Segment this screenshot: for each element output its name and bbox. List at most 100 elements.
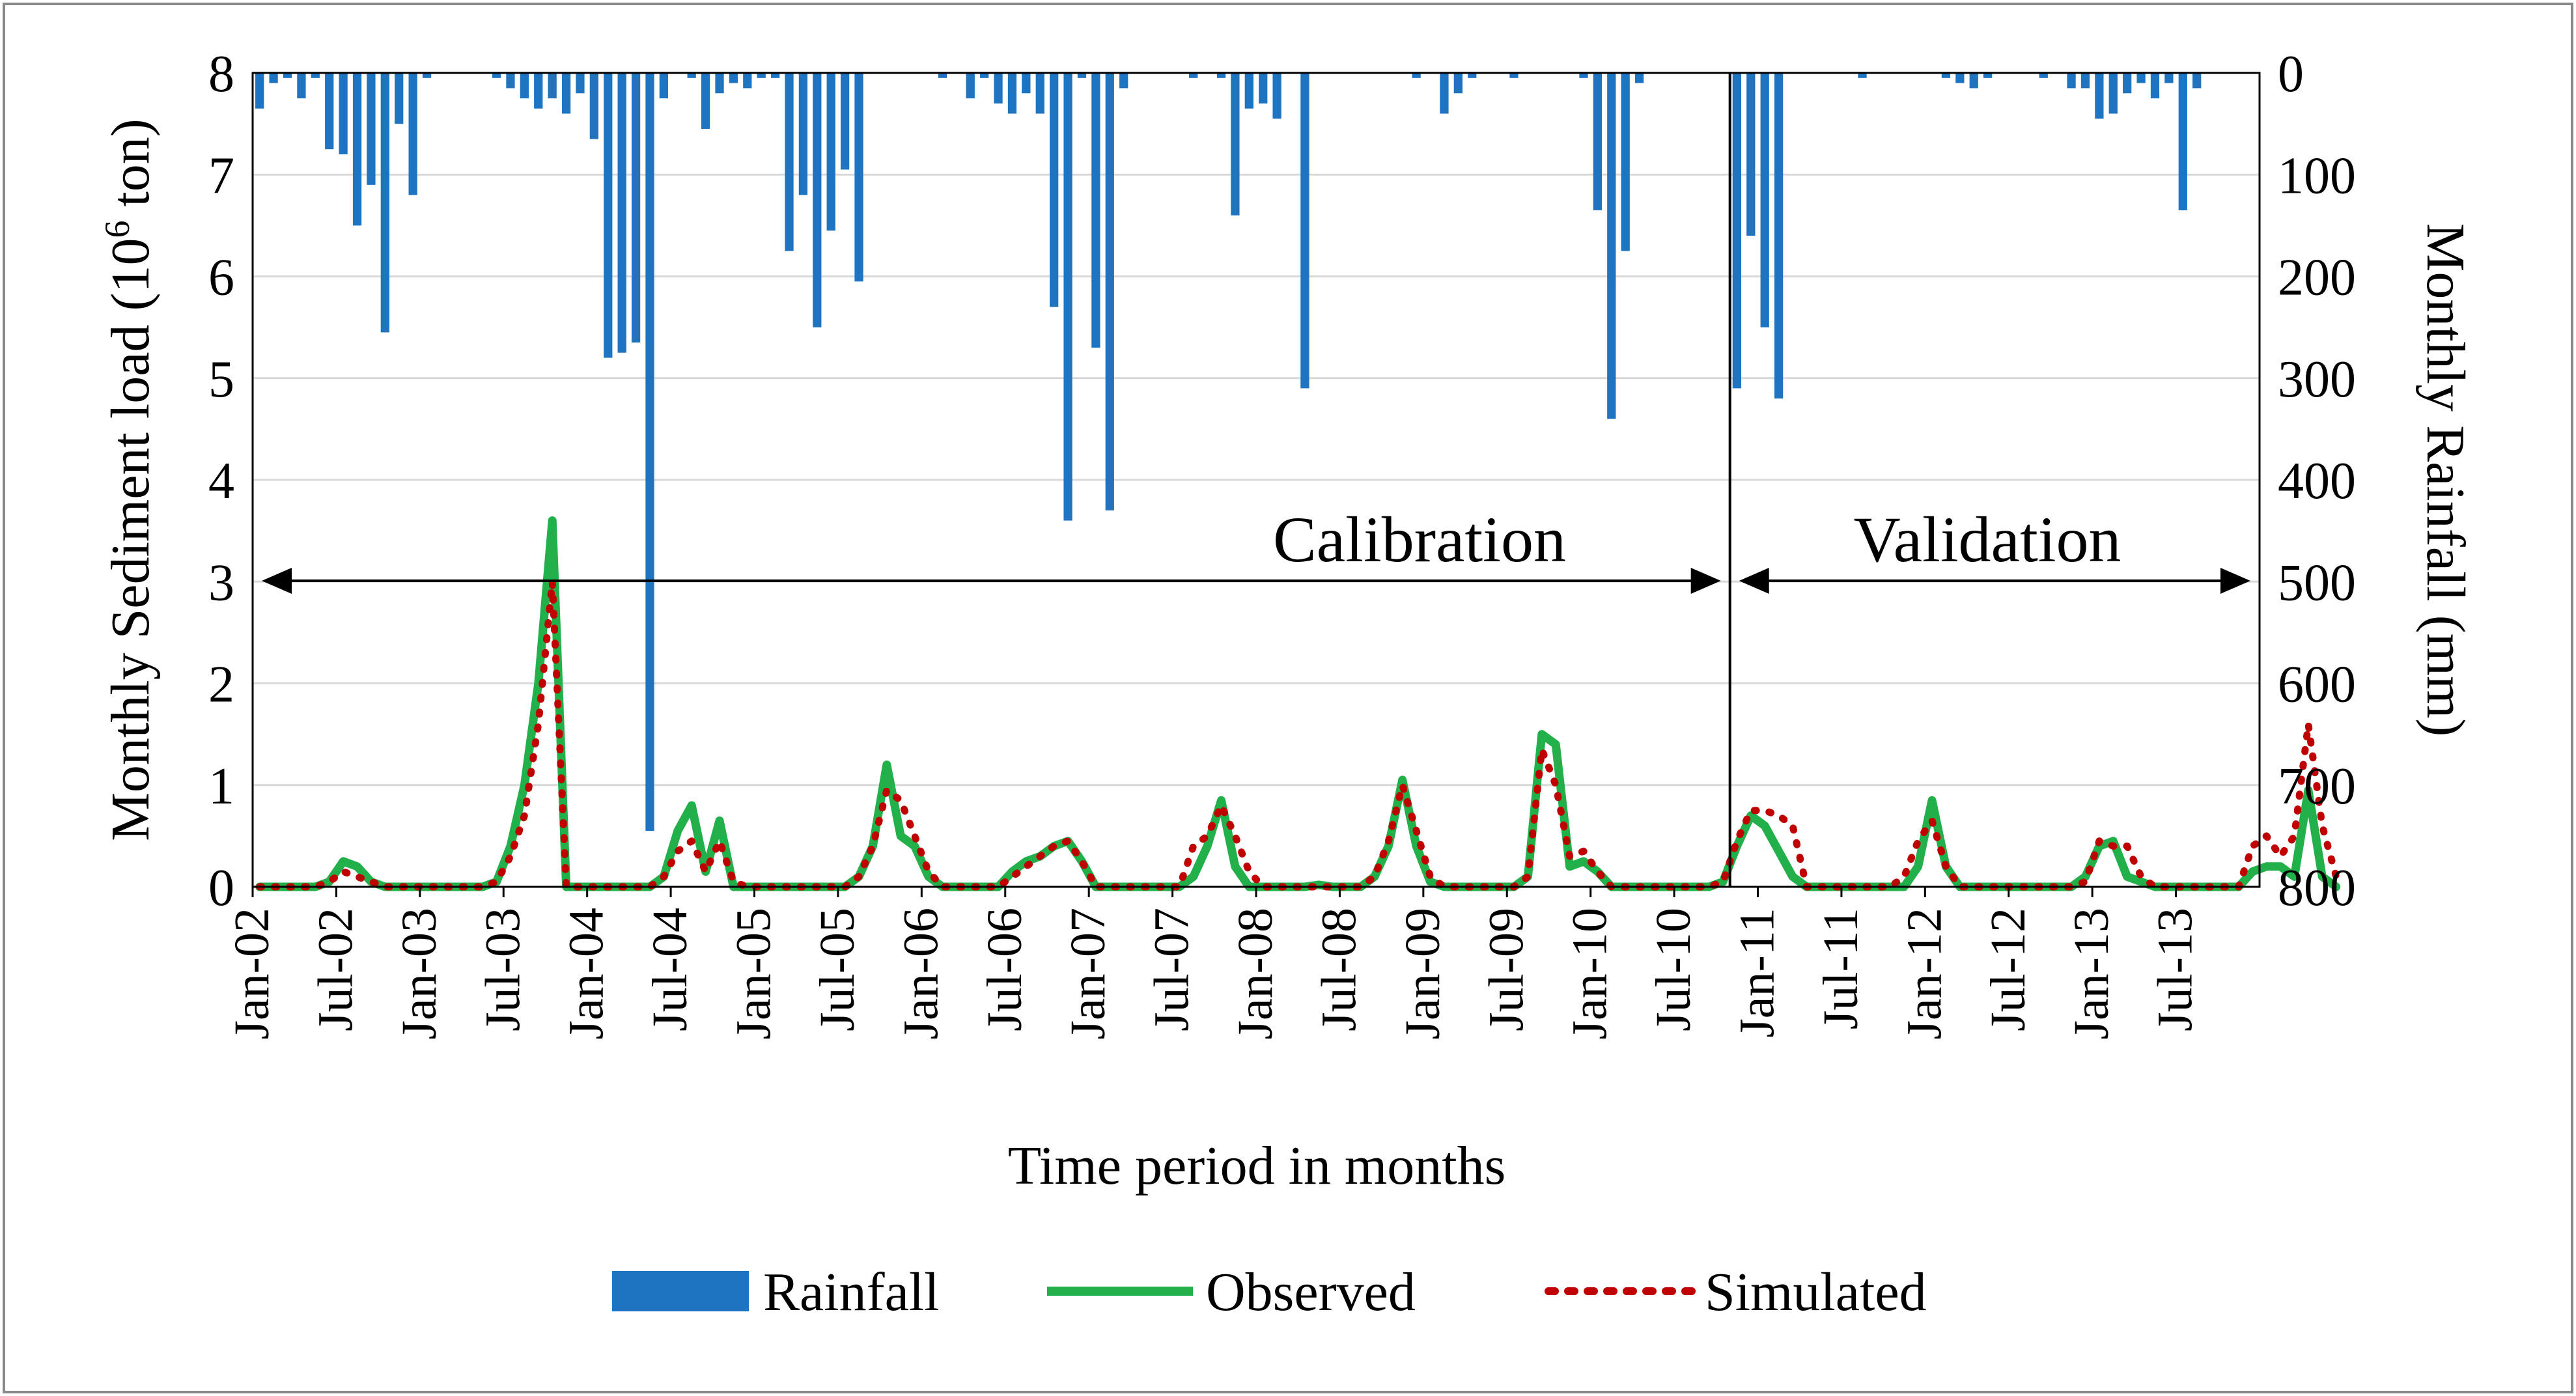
- rainfall-bar: [604, 73, 613, 358]
- annotation-label-calibration: Calibration: [1273, 503, 1566, 576]
- rainfall-bar: [729, 73, 738, 83]
- x-tick-label: Jul-09: [1479, 908, 1533, 1031]
- rainfall-bar: [854, 73, 863, 282]
- rainfall-bar: [785, 73, 794, 251]
- rainfall-bar: [520, 73, 529, 99]
- rainfall-bar: [1941, 73, 1951, 78]
- rainfall-bar: [994, 73, 1003, 104]
- rainfall-bar: [2136, 73, 2146, 83]
- rainfall-bar: [1035, 73, 1044, 114]
- rainfall-bar: [770, 73, 780, 78]
- x-tick-label: Jan-06: [893, 908, 948, 1040]
- rainfall-bar: [492, 73, 501, 78]
- x-tick-label: Jul-05: [810, 908, 865, 1031]
- rainfall-bar: [576, 73, 585, 94]
- left-y-tick-label: 6: [208, 249, 234, 307]
- rainfall-bar: [1063, 73, 1072, 521]
- x-tick-label: Jul-13: [2148, 908, 2203, 1031]
- rainfall-bar: [798, 73, 808, 195]
- right-y-tick-label: 800: [2278, 859, 2356, 917]
- rainfall-bar: [1468, 73, 1477, 78]
- y-axis-label-left-main: Monthly Sediment load (10: [100, 238, 161, 841]
- rainfall-bar: [1983, 73, 1993, 78]
- rainfall-bar: [1231, 73, 1240, 216]
- annotation-arrowhead-left: [1739, 568, 1769, 594]
- rainfall-bar: [1077, 73, 1087, 78]
- rainfall-bar: [1244, 73, 1253, 109]
- y-axis-label-left-sup: 6: [98, 221, 137, 238]
- rainfall-bar: [1593, 73, 1603, 210]
- rainfall-bar: [938, 73, 947, 78]
- rainfall-bar: [1050, 73, 1059, 307]
- annotation-arrowhead-left: [262, 568, 292, 594]
- x-tick-label: Jan-07: [1061, 908, 1115, 1040]
- rainfall-bar: [1300, 73, 1309, 389]
- rainfall-bar: [1969, 73, 1978, 89]
- rainfall-bar: [297, 73, 306, 99]
- x-tick-label: Jan-02: [225, 908, 279, 1040]
- x-tick-label: Jul-07: [1145, 908, 1199, 1031]
- y-axis-label-left-end: ton): [100, 119, 161, 220]
- rainfall-bar: [659, 73, 669, 99]
- rainfall-bar: [2192, 73, 2202, 89]
- rainfall-bar: [2108, 73, 2118, 114]
- rainfall-bar: [548, 73, 557, 99]
- y-axis-label-left: Monthly Sediment load (106 ton): [98, 119, 161, 841]
- rainfall-bar: [1746, 73, 1756, 236]
- rainfall-bar: [2039, 73, 2048, 78]
- rainfall-bar: [1760, 73, 1769, 328]
- rainfall-bar: [1412, 73, 1421, 78]
- legend-swatch-rainfall: [612, 1271, 749, 1311]
- left-y-tick-label: 5: [208, 351, 234, 408]
- rainfall-bar: [2080, 73, 2090, 89]
- left-y-tick-label: 2: [208, 656, 234, 714]
- x-tick-label: Jul-10: [1646, 908, 1701, 1031]
- rainfall-bar: [325, 73, 334, 150]
- rainfall-bar: [339, 73, 348, 154]
- right-y-tick-label: 0: [2278, 46, 2304, 103]
- rainfall-bar: [1774, 73, 1784, 398]
- x-tick-label: Jan-09: [1395, 908, 1450, 1040]
- rainfall-bar: [1579, 73, 1588, 78]
- rainfall-bar: [534, 73, 543, 109]
- rainfall-bar: [395, 73, 404, 124]
- right-y-tick-label: 500: [2278, 554, 2356, 611]
- rainfall-bar: [645, 73, 654, 831]
- rainfall-bar: [1189, 73, 1198, 78]
- rainfall-bar: [283, 73, 292, 78]
- left-y-tick-label: 7: [208, 147, 234, 204]
- rainfall-bar: [1259, 73, 1268, 104]
- right-y-tick-label: 400: [2278, 453, 2356, 510]
- rainfall-bar: [589, 73, 599, 139]
- rainfall-bar: [506, 73, 515, 89]
- rainfall-bars: [255, 73, 2202, 831]
- legend-label-observed: Observed: [1206, 1262, 1416, 1322]
- rainfall-bar: [1119, 73, 1128, 89]
- rainfall-bar: [1732, 73, 1742, 389]
- rainfall-bar: [1216, 73, 1226, 78]
- rainfall-bar: [2123, 73, 2132, 94]
- rainfall-bar: [1007, 73, 1017, 114]
- legend: Rainfall Observed Simulated: [612, 1262, 1927, 1322]
- rainfall-bar: [2178, 73, 2187, 210]
- left-y-tick-label: 3: [208, 554, 234, 611]
- rainfall-bar: [743, 73, 752, 89]
- rainfall-bar: [1621, 73, 1630, 251]
- annotation-arrowhead-right: [2220, 568, 2250, 594]
- x-tick-label: Jan-13: [2064, 908, 2119, 1040]
- legend-label-rainfall: Rainfall: [763, 1262, 940, 1322]
- rainfall-bar: [1091, 73, 1100, 348]
- x-tick-label: Jul-03: [475, 908, 530, 1031]
- x-tick-label: Jul-11: [1813, 908, 1868, 1029]
- x-tick-label: Jan-12: [1897, 908, 1952, 1040]
- x-tick-label: Jan-08: [1228, 908, 1283, 1040]
- y-axis-label-right: Monthly Rainfall (mm): [2415, 223, 2476, 737]
- left-y-tick-label: 1: [208, 758, 234, 815]
- rainfall-bar: [826, 73, 835, 231]
- rainfall-bar: [1272, 73, 1281, 119]
- x-tick-label: Jul-12: [1981, 908, 2036, 1031]
- rainfall-bar: [715, 73, 724, 94]
- rainfall-bar: [2150, 73, 2160, 99]
